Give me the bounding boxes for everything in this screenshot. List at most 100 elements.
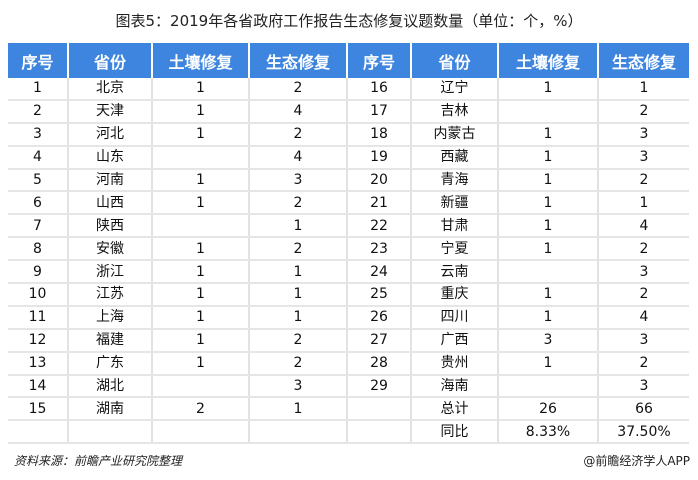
table-row: 同比 8.33% 37.50%: [8, 420, 689, 445]
table-cell: 26: [498, 397, 599, 422]
table-cell: 13: [8, 351, 69, 376]
table-cell: 1: [498, 78, 599, 101]
table-cell: 山西: [68, 191, 153, 216]
table-cell: 2: [8, 99, 69, 124]
table-cell: 4: [598, 214, 689, 239]
table-cell: 2: [249, 122, 348, 147]
table-cell: 1: [249, 397, 348, 422]
table-cell: [347, 420, 412, 445]
table-cell: 3: [598, 260, 689, 285]
table-cell: 甘肃: [411, 214, 499, 239]
table-cell: 3: [8, 122, 69, 147]
table-cell: 重庆: [411, 283, 499, 307]
table-row: 10 江苏 1 1 25 重庆 1 2: [8, 283, 689, 307]
table-cell: 2: [249, 351, 348, 376]
table-cell: 25: [347, 283, 412, 307]
table-cell: 1: [498, 283, 599, 307]
table-cell: 23: [347, 237, 412, 262]
column-header: 省份: [68, 43, 153, 78]
table-cell: [8, 420, 69, 445]
source-note: 资料来源：前瞻产业研究院整理: [14, 454, 183, 468]
table-cell: 2: [598, 237, 689, 262]
table-cell: 12: [8, 328, 69, 353]
table-cell: 2: [598, 351, 689, 376]
table-row: 7 陕西 1 22 甘肃 1 4: [8, 214, 689, 239]
table-cell: 湖南: [68, 397, 153, 422]
table-cell: 2: [249, 237, 348, 262]
table-cell: 2: [249, 328, 348, 353]
column-header: 省份: [411, 43, 499, 78]
table-row: 5 河南 1 3 20 青海 1 2: [8, 168, 689, 193]
table-cell: 20: [347, 168, 412, 193]
table-row: 6 山西 1 2 21 新疆 1 1: [8, 191, 689, 216]
table-cell: 1: [249, 214, 348, 239]
table-cell: 1: [152, 237, 250, 262]
table-cell: 北京: [68, 78, 153, 101]
table-row: 8 安徽 1 2 23 宁夏 1 2: [8, 237, 689, 262]
table-cell: 1: [152, 283, 250, 307]
table-cell: [152, 145, 250, 170]
data-table: 序号 省份 土壤修复 生态修复 序号 省份 土壤修复 生态修复 1 北京 1 2 16 辽宁 1 1 2 天津 1…: [8, 43, 689, 445]
table-cell: 天津: [68, 99, 153, 124]
table-cell: 24: [347, 260, 412, 285]
table-cell: 15: [8, 397, 69, 422]
table-cell: 1: [152, 260, 250, 285]
table-cell: 14: [8, 374, 69, 399]
table-cell: 3: [249, 168, 348, 193]
table-cell: 3: [598, 145, 689, 170]
table-cell: 5: [8, 168, 69, 193]
table-cell: 西藏: [411, 145, 499, 170]
table-cell: 1: [498, 214, 599, 239]
table-cell: 4: [249, 99, 348, 124]
table-cell: 1: [152, 78, 250, 101]
table-cell: 2: [598, 168, 689, 193]
table-cell: 宁夏: [411, 237, 499, 262]
table-cell: 河北: [68, 122, 153, 147]
table-cell: 2: [152, 397, 250, 422]
table-cell: 1: [152, 122, 250, 147]
table-cell: 1: [498, 237, 599, 262]
table-cell: [498, 260, 599, 285]
table-row: 1 北京 1 2 16 辽宁 1 1: [8, 78, 689, 101]
table-row: 11 上海 1 1 26 四川 1 4: [8, 305, 689, 330]
table-cell: [152, 374, 250, 399]
table-cell: 青海: [411, 168, 499, 193]
table-cell: 8.33%: [498, 420, 599, 445]
table-cell: 总计: [411, 397, 499, 422]
table-cell: 2: [598, 99, 689, 124]
table-row: 2 天津 1 4 17 吉林 2: [8, 99, 689, 124]
table-cell: 1: [152, 168, 250, 193]
table-cell: 四川: [411, 305, 499, 330]
table-cell: 1: [152, 328, 250, 353]
table-cell: 1: [598, 191, 689, 216]
table-cell: 河南: [68, 168, 153, 193]
table-row: 9 浙江 1 1 24 云南 3: [8, 260, 689, 285]
table-cell: 1: [152, 305, 250, 330]
table-cell: 吉林: [411, 99, 499, 124]
table-cell: 1: [498, 191, 599, 216]
column-header: 生态修复: [598, 43, 689, 78]
header-row: 序号 省份 土壤修复 生态修复 序号 省份 土壤修复 生态修复: [8, 43, 689, 78]
table-cell: 17: [347, 99, 412, 124]
table-cell: 上海: [68, 305, 153, 330]
table-cell: 29: [347, 374, 412, 399]
table-cell: 陕西: [68, 214, 153, 239]
table-cell: 1: [152, 191, 250, 216]
column-header: 土壤修复: [498, 43, 599, 78]
table-cell: 广东: [68, 351, 153, 376]
table-cell: 1: [152, 99, 250, 124]
table-cell: 8: [8, 237, 69, 262]
table-cell: 1: [598, 78, 689, 101]
table-cell: 广西: [411, 328, 499, 353]
table-cell: 27: [347, 328, 412, 353]
table-cell: 内蒙古: [411, 122, 499, 147]
table-cell: [152, 214, 250, 239]
table-cell: 18: [347, 122, 412, 147]
brand-credit: @前瞻经济学人APP: [583, 454, 690, 468]
table-cell: 4: [8, 145, 69, 170]
table-cell: 3: [598, 328, 689, 353]
table-cell: 江苏: [68, 283, 153, 307]
table-cell: [68, 420, 153, 445]
table-cell: 同比: [411, 420, 499, 445]
table-cell: 2: [598, 283, 689, 307]
